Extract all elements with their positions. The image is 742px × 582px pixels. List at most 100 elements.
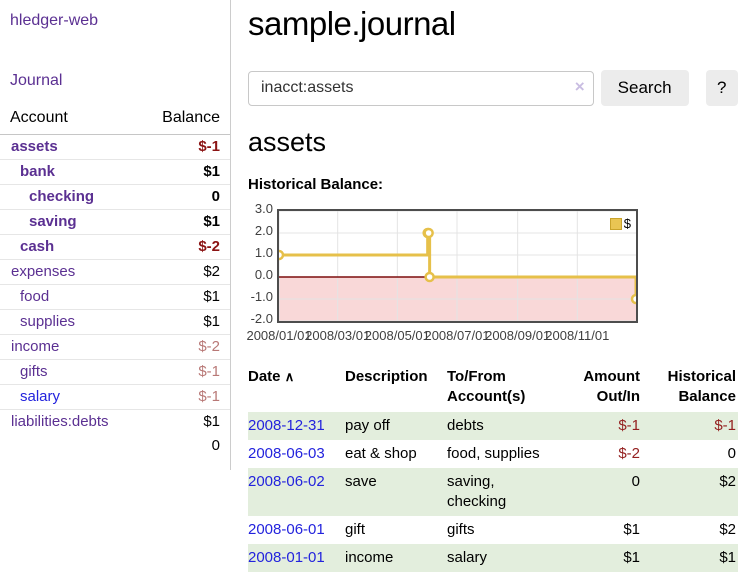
transaction-balance: $2 <box>719 521 736 538</box>
account-row: food $1 <box>0 284 230 310</box>
x-tick-label: 2008/07/01 <box>424 328 490 343</box>
transaction-description: save <box>345 473 377 490</box>
transaction-amount: $1 <box>623 549 640 566</box>
account-balance: $-1 <box>138 384 230 410</box>
search-button[interactable]: Search <box>600 70 689 106</box>
account-link[interactable]: food <box>20 288 50 305</box>
account-balance: $1 <box>138 409 230 434</box>
register-row: 2008-12-31 pay off debts $-1 $-1 <box>248 412 738 440</box>
transaction-date-cell: 2008-01-01 <box>248 544 345 572</box>
legend-swatch-icon <box>609 217 622 230</box>
transaction-balance: 0 <box>727 445 736 462</box>
account-row: supplies $1 <box>0 309 230 335</box>
clear-search-icon[interactable]: × <box>574 76 585 96</box>
accounts-col-account: Account <box>0 106 139 135</box>
chart-plot: $ <box>277 209 638 323</box>
y-tick-label: -1.0 <box>250 289 273 304</box>
account-row: salary $-1 <box>0 384 230 410</box>
x-tick-label: 2008/01/01 <box>246 328 312 343</box>
transaction-accounts: food, supplies <box>447 445 540 462</box>
account-balance: $1 <box>138 309 230 335</box>
historical-balance-chart: 3.0 2.0 1.0 0.0 -1.0 -2.0 $ 2008/01/01 2008/03… <box>246 201 738 347</box>
account-balance: $2 <box>138 259 230 285</box>
help-button[interactable]: ? <box>705 70 738 106</box>
transaction-amount: $-2 <box>618 445 640 462</box>
y-tick-label: 0.0 <box>254 267 273 282</box>
sort-ascending-icon: ∧ <box>284 369 295 384</box>
transaction-date-cell: 2008-06-03 <box>248 440 345 468</box>
x-tick-label: 2008/05/01 <box>364 328 430 343</box>
accounts-table-body: assets $-1 bank $1 checking 0 saving $1 cash $-2 e… <box>0 135 230 434</box>
account-balance: $1 <box>138 209 230 235</box>
accounts-table: Account Balance assets $-1 bank $1 checking 0… <box>0 106 230 458</box>
search-input[interactable] <box>248 70 594 106</box>
account-link[interactable]: checking <box>29 188 95 205</box>
register-row: 2008-01-01 income salary $1 $1 <box>248 544 738 572</box>
register-row: 2008-06-02 save saving, checking 0 $2 <box>248 468 738 516</box>
transaction-date-link[interactable]: 2008-06-02 <box>248 473 325 490</box>
account-link[interactable]: income <box>11 338 60 355</box>
y-tick-label: 3.0 <box>254 201 273 216</box>
transaction-date-link[interactable]: 2008-12-31 <box>248 417 325 434</box>
account-link[interactable]: bank <box>20 163 56 180</box>
transaction-accounts: salary <box>447 549 488 566</box>
transaction-date-link[interactable]: 2008-01-01 <box>248 549 325 566</box>
chart-legend: $ <box>609 216 631 231</box>
account-row: saving $1 <box>0 209 230 235</box>
transaction-balance: $-1 <box>714 417 736 434</box>
account-balance: 0 <box>138 184 230 210</box>
transaction-description: gift <box>345 521 366 538</box>
brand-link[interactable]: hledger-web <box>10 12 99 29</box>
transaction-description: pay off <box>345 417 390 434</box>
account-balance: $1 <box>138 159 230 185</box>
transaction-accounts: saving, checking <box>447 473 507 510</box>
account-link[interactable]: assets <box>11 138 58 155</box>
account-link[interactable]: saving <box>29 213 77 230</box>
transaction-accounts: debts <box>447 417 484 434</box>
account-link[interactable]: salary <box>20 388 61 405</box>
transaction-date-cell: 2008-06-02 <box>248 468 345 516</box>
y-tick-label: -2.0 <box>250 311 273 326</box>
account-link[interactable]: liabilities:debts <box>11 413 109 430</box>
register-col-balance: Historical Balance <box>667 368 736 405</box>
main-content: sample.journal × Search ? assets Histori… <box>246 0 738 572</box>
account-link[interactable]: gifts <box>20 363 48 380</box>
transaction-date-cell: 2008-12-31 <box>248 412 345 440</box>
account-row: bank $1 <box>0 159 230 185</box>
transaction-amount: $1 <box>623 521 640 538</box>
transaction-accounts: gifts <box>447 521 475 538</box>
x-tick-label: 2008/11/01 <box>545 328 610 343</box>
register-col-accounts: To/From Account(s) <box>447 368 526 405</box>
account-row: income $-2 <box>0 334 230 360</box>
account-link[interactable]: cash <box>20 238 55 255</box>
x-tick-label: 2008/03/01 <box>305 328 371 343</box>
transaction-balance: $1 <box>719 549 736 566</box>
sidebar-item-journal[interactable]: Journal <box>10 72 63 89</box>
accounts-total-row: 0 <box>0 434 230 458</box>
register-col-amount: Amount Out/In <box>583 368 640 405</box>
register-col-description: Description <box>345 368 428 385</box>
account-row: liabilities:debts $1 <box>0 409 230 434</box>
y-tick-label: 2.0 <box>254 223 273 238</box>
account-balance: $-2 <box>138 334 230 360</box>
account-row: assets $-1 <box>0 135 230 160</box>
legend-label: $ <box>623 216 631 231</box>
account-link[interactable]: expenses <box>11 263 76 280</box>
register-table-body: 2008-12-31 pay off debts $-1 $-1 2008-06-03 ea… <box>248 412 738 572</box>
account-balance: $-1 <box>198 138 220 155</box>
account-link[interactable]: supplies <box>20 313 76 330</box>
transaction-date-cell: 2008-06-01 <box>248 516 345 544</box>
accounts-total-value: 0 <box>211 437 220 454</box>
transaction-date-link[interactable]: 2008-06-01 <box>248 521 325 538</box>
register-col-date[interactable]: Date ∧ <box>248 368 295 385</box>
transaction-description: income <box>345 549 394 566</box>
register-table: Date ∧ Description To/From Account(s) Am… <box>248 365 738 572</box>
transaction-date-link[interactable]: 2008-06-03 <box>248 445 325 462</box>
account-balance: $-1 <box>138 359 230 385</box>
page-title: sample.journal <box>248 5 456 42</box>
account-row: checking 0 <box>0 184 230 210</box>
account-row: expenses $2 <box>0 259 230 285</box>
x-tick-label: 2008/09/01 <box>485 328 551 343</box>
transaction-balance: $2 <box>719 473 736 490</box>
transaction-amount: $-1 <box>618 417 640 434</box>
